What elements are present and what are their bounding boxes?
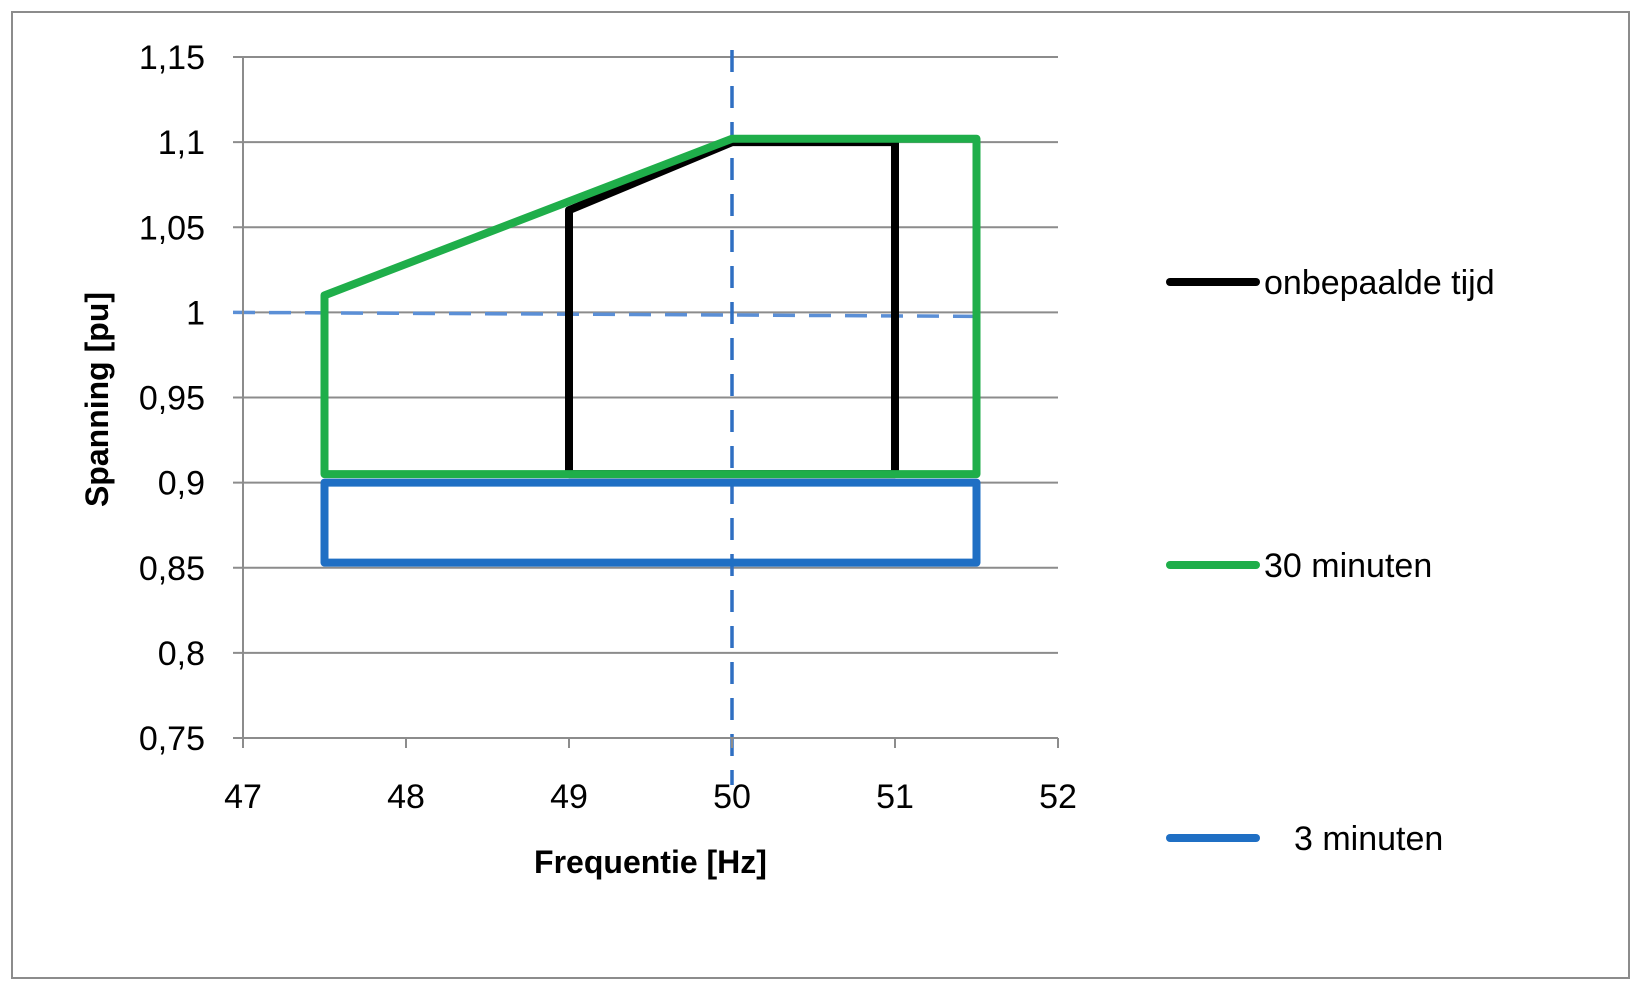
reference-lines: [232, 50, 986, 785]
y-tick-label: 1: [186, 294, 205, 332]
x-tick-label: 52: [1039, 778, 1077, 816]
grid-lines: [233, 56, 1058, 739]
series-line: [320, 134, 981, 479]
y-tick-label: 0,85: [139, 550, 205, 588]
y-tick-label: 1,15: [139, 39, 205, 77]
x-tick-labels: 47 48 49 50 51 52: [224, 778, 1077, 816]
axes: [242, 57, 1059, 748]
x-axis-title: Frequentie [Hz]: [534, 844, 767, 880]
y-tick-label: 0,95: [139, 380, 205, 418]
y-tick-label: 0,8: [158, 635, 205, 673]
legend-label: 30 minuten: [1264, 547, 1432, 585]
y-tick-label: 0,9: [158, 465, 205, 503]
series-layer: [320, 134, 981, 567]
x-tick-label: 50: [713, 778, 751, 816]
legend: onbepaalde tijd 30 minuten 3 minuten: [1166, 264, 1495, 858]
y-axis-title: Spanning [pu]: [79, 292, 115, 507]
y-tick-label: 0,75: [139, 720, 205, 758]
x-tick-label: 51: [876, 778, 914, 816]
y-tick-label: 1,05: [139, 209, 205, 247]
legend-label: onbepaalde tijd: [1264, 264, 1495, 302]
x-tick-label: 47: [224, 778, 262, 816]
legend-label: 3 minuten: [1294, 820, 1443, 858]
x-tick-label: 49: [550, 778, 588, 816]
x-tick-label: 48: [387, 778, 425, 816]
chart-frame: [11, 11, 1630, 979]
y-tick-labels: 1,15 1,1 1,05 1 0,95 0,9 0,85 0,8 0,75: [139, 39, 205, 758]
reference-line-horizontal: [232, 310, 986, 319]
series-line: [320, 478, 981, 567]
y-tick-label: 1,1: [158, 124, 205, 162]
